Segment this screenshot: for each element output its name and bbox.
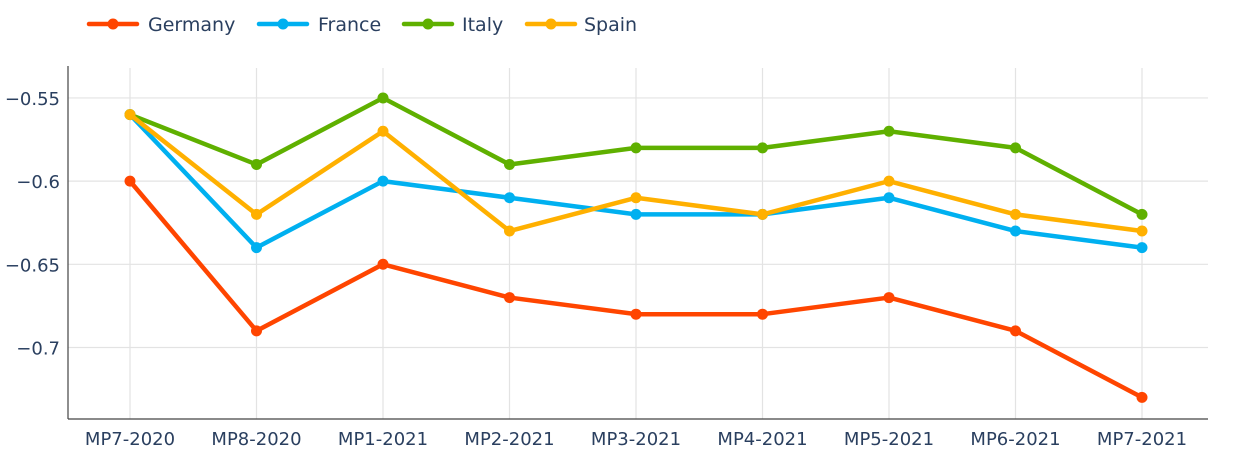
grid [68,68,1208,419]
y-tick-label: −0.6 [16,172,60,193]
data-point[interactable] [757,208,768,220]
data-point[interactable] [251,208,262,220]
x-tick-label: MP2-2021 [464,429,554,449]
x-tick-label: MP3-2021 [591,429,681,449]
data-point[interactable] [630,308,642,320]
axes: MP7-2020 MP8-2020 MP1-2021 MP2-2021 MP3-2021… [5,66,1208,450]
data-point[interactable] [1136,391,1148,403]
legend-label: Italy [462,14,503,36]
data-point[interactable] [251,158,262,170]
data-point[interactable] [883,175,895,187]
data-point[interactable] [1136,208,1148,220]
data-point[interactable] [377,125,389,137]
x-tick-label: MP8-2020 [211,429,301,449]
data-point[interactable] [1136,242,1148,254]
legend-item-italy[interactable]: Italy [401,14,503,36]
data-point[interactable] [1010,142,1021,154]
x-tick-label: MP6-2021 [970,429,1060,449]
data-point[interactable] [1010,225,1021,237]
x-tick-label: MP1-2021 [338,429,428,449]
legend-item-spain[interactable]: Spain [524,14,637,36]
y-tick-label: −0.65 [5,255,60,276]
x-tick-label: MP4-2021 [717,429,807,449]
legend-swatch-marker [277,18,289,30]
legend-label: Spain [584,14,637,36]
data-point[interactable] [377,92,389,104]
data-point[interactable] [883,292,895,304]
data-point[interactable] [504,292,515,304]
data-point[interactable] [504,225,515,237]
y-tick-label: −0.55 [5,89,60,110]
data-point[interactable] [883,125,895,137]
legend-item-germany[interactable]: Germany [86,14,235,36]
data-point[interactable] [1136,225,1148,237]
x-tick-label: MP7-2020 [85,429,175,449]
legend: Germany France Italy Spain [86,14,637,36]
legend-swatch-marker [422,18,434,30]
data-point[interactable] [124,109,136,121]
data-point[interactable] [251,242,262,254]
data-point[interactable] [757,142,768,154]
data-point[interactable] [124,175,136,187]
data-point[interactable] [1010,325,1021,337]
data-point[interactable] [630,208,642,220]
data-point[interactable] [883,192,895,204]
legend-item-france[interactable]: France [256,14,381,36]
legend-swatch-marker [107,18,119,30]
data-point[interactable] [251,325,262,337]
series-lines [124,92,1148,403]
legend-label: Germany [148,14,235,36]
y-tick-label: −0.7 [16,338,60,359]
data-point[interactable] [630,192,642,204]
data-point[interactable] [757,308,768,320]
data-point[interactable] [504,158,515,170]
series-spain [124,109,1148,237]
data-point[interactable] [377,258,389,270]
data-point[interactable] [377,175,389,187]
data-point[interactable] [1010,208,1021,220]
legend-swatch-marker [545,18,557,30]
legend-label: France [318,14,381,36]
x-tick-label: MP5-2021 [844,429,934,449]
x-tick-label: MP7-2021 [1097,429,1187,449]
data-point[interactable] [630,142,642,154]
data-point[interactable] [504,192,515,204]
series-germany [124,175,1148,403]
